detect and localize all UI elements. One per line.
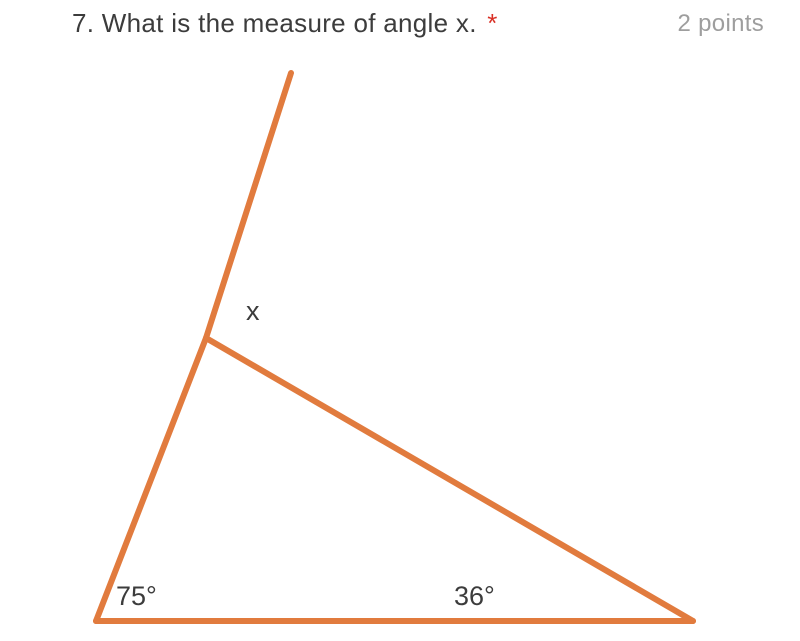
triangle-svg [68, 56, 738, 636]
required-asterisk: * [487, 8, 497, 38]
triangle-right-side [206, 338, 693, 621]
angle-label-bottom-right: 36° [454, 581, 495, 612]
angle-label-bottom-left: 75° [116, 581, 157, 612]
angle-label-x: x [246, 296, 260, 327]
question-title-group: 7. What is the measure of angle x. * [72, 8, 497, 39]
question-header: 7. What is the measure of angle x. * 2 p… [0, 0, 800, 39]
question-text: 7. What is the measure of angle x. [72, 8, 477, 38]
triangle-left-side [96, 338, 206, 621]
points-indicator: 2 points [678, 8, 764, 38]
geometry-diagram: x 75° 36° [68, 56, 738, 616]
